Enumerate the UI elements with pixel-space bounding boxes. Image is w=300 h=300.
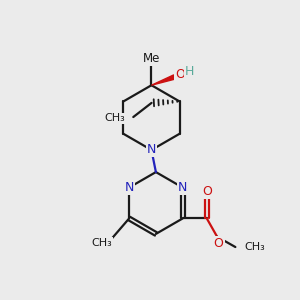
Text: CH₃: CH₃ <box>91 238 112 248</box>
Text: H: H <box>185 65 194 78</box>
Text: CH₃: CH₃ <box>244 242 265 252</box>
Text: Me: Me <box>143 52 160 64</box>
Text: N: N <box>178 181 188 194</box>
Text: CH₃: CH₃ <box>104 113 125 124</box>
Text: O: O <box>202 184 212 198</box>
Text: N: N <box>147 143 156 157</box>
Text: N: N <box>124 181 134 194</box>
Text: O: O <box>214 237 224 250</box>
Polygon shape <box>152 75 175 85</box>
Text: O: O <box>176 68 185 80</box>
